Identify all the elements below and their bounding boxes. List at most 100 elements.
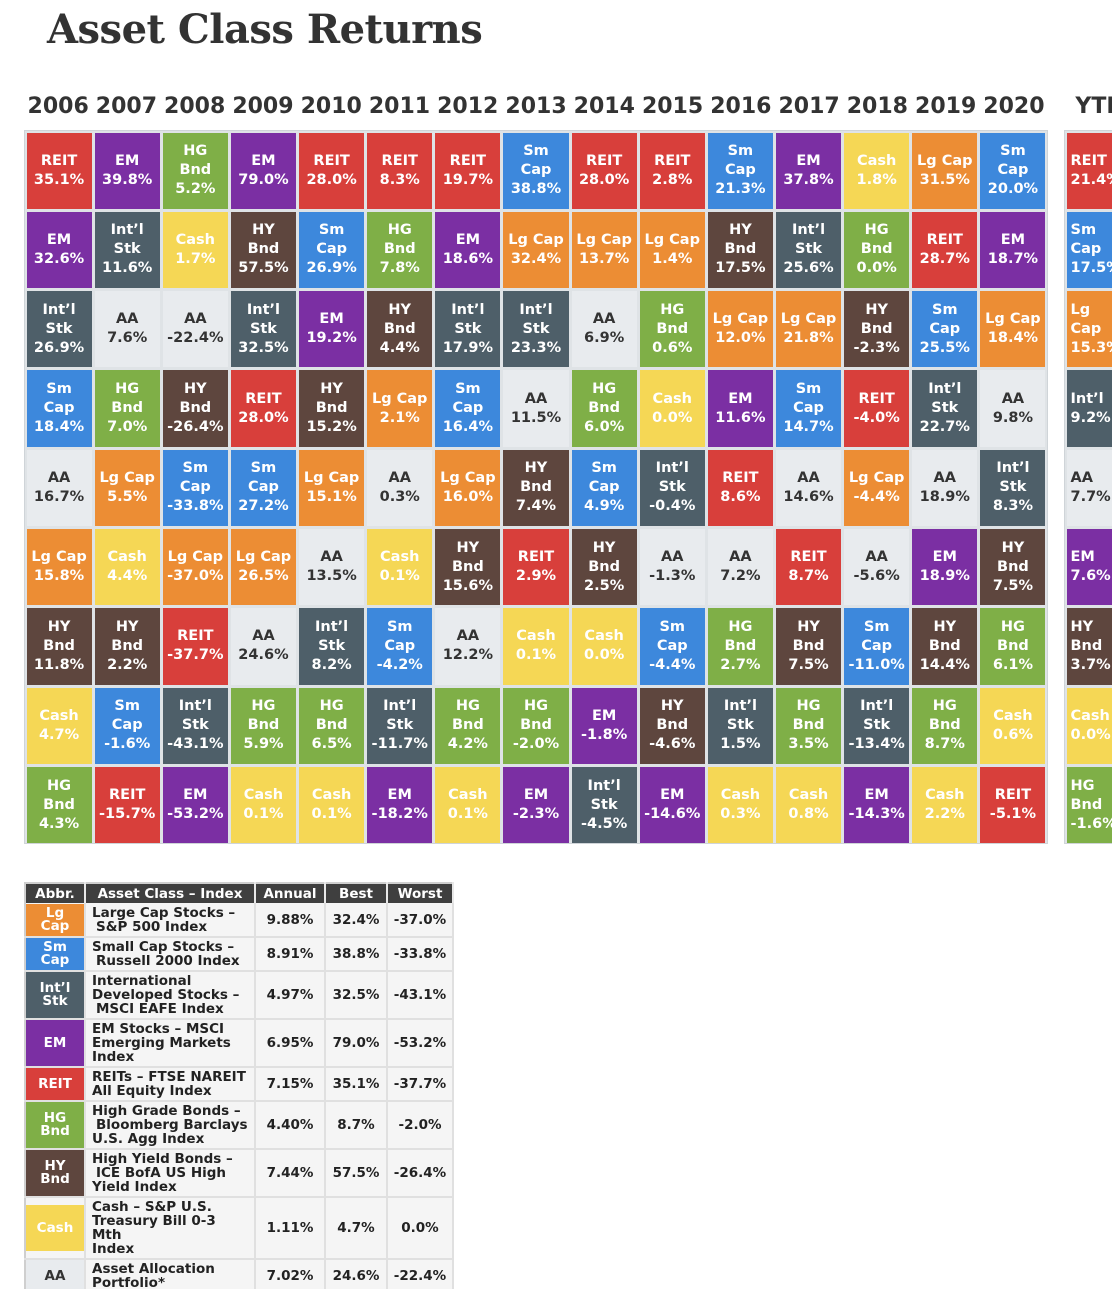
tile-2014-cash: Cash 0.0% [571, 608, 637, 685]
ytd-tile-value: 15.3% [1070, 339, 1112, 356]
tile-value: -4.6% [649, 736, 696, 753]
tile-label: HG [592, 381, 617, 398]
tile-label: AA [115, 311, 139, 328]
tile-label: EM [591, 707, 617, 724]
tile-value: 4.3% [38, 815, 80, 832]
tile-2012-hg-bnd: HG Bnd 4.2% [435, 687, 501, 764]
tile-2017-cash: Cash 0.8% [775, 766, 842, 844]
legend-row-cash: Cash Cash – S&P U.S. Treasury Bill 0-3 Mth… [25, 1197, 454, 1260]
legend-asset-class-text: Index [92, 1049, 135, 1065]
tile-label: Stk [454, 320, 482, 337]
tile-label: Cap [997, 162, 1029, 179]
tile-label: Stk [863, 717, 891, 734]
tile-label: Bnd [792, 637, 825, 654]
tile-2020-int-l-stk: Int’l Stk 8.3% [980, 449, 1046, 526]
tile-2007-cash: Cash 4.4% [94, 529, 160, 606]
legend-abbr-text: Bnd [40, 1123, 70, 1139]
tile-value: 0.0% [584, 647, 625, 664]
tile-label: Sm [250, 460, 277, 477]
tile-label: EM [455, 231, 481, 248]
tile-label: Cap [316, 241, 347, 258]
tile-value: 20.0% [987, 181, 1039, 198]
legend-annual-cell: 7.15% [255, 1067, 326, 1102]
tile-2019-sm-cap: Sm Cap 25.5% [912, 291, 978, 368]
tile-value: 8.7% [788, 568, 829, 585]
tile-value: 1.5% [720, 736, 761, 753]
legend-table: Abbr. Asset Class – Index Annual Best Wo… [24, 882, 454, 1289]
tile-value: 32.4% [510, 250, 562, 267]
legend-abbr-chip: HG Bnd [26, 1102, 84, 1148]
tile-2011-int-l-stk: Int’l Stk -11.7% [367, 687, 433, 764]
tile-value: 21.3% [715, 181, 766, 198]
tile-value: 25.5% [919, 339, 970, 356]
tile-2020-sm-cap: Sm Cap 20.0% [980, 132, 1046, 209]
tile-value: 7.0% [107, 419, 148, 436]
legend-asset-class-text: Yield Index [92, 1179, 177, 1195]
legend-abbr-text: Cap [40, 952, 70, 968]
legend-header-asset-class: Asset Class – Index [85, 883, 256, 903]
legend-asset-class-text: EM Stocks – MSCI [92, 1021, 225, 1037]
tile-2012-hy-bnd: HY Bnd 15.6% [435, 529, 501, 606]
tile-2013-int-l-stk: Int’l Stk 23.3% [503, 291, 569, 368]
tile-2010-sm-cap: Sm Cap 26.9% [299, 211, 365, 289]
tile-value: 16.7% [33, 488, 85, 505]
tile-2016-lg-cap: Lg Cap 12.0% [707, 291, 773, 368]
tile-label: Cash [788, 787, 829, 804]
tile-2010-hy-bnd: HY Bnd 15.2% [299, 370, 365, 447]
legend-abbr-text: Int’l [39, 980, 71, 996]
tile-value: 2.7% [720, 656, 761, 673]
legend-abbr-cell: Lg Cap [25, 903, 86, 938]
tile-value: 4.9% [584, 498, 625, 515]
tile-label: Lg Cap [31, 549, 87, 566]
tile-2019-hg-bnd: HG Bnd 8.7% [912, 687, 978, 764]
tile-label: REIT [722, 469, 759, 486]
legend-asset-class-text: Index [92, 1241, 135, 1257]
legend-header-best: Best [325, 883, 388, 903]
legend-asset-class-text: All Equity Index [92, 1083, 212, 1099]
tile-2014-hy-bnd: HY Bnd 2.5% [571, 529, 637, 606]
legend-asset-class-text: International [92, 973, 192, 989]
tile-label: Bnd [179, 162, 212, 179]
tile-value: 26.5% [238, 568, 289, 585]
tile-value: -4.2% [376, 656, 423, 673]
tile-label: AA [661, 549, 684, 566]
tile-label: Stk [249, 320, 277, 337]
legend-asset-class-cell: REITs – FTSE NAREIT All Equity Index [85, 1067, 256, 1102]
tile-value: 79.0% [238, 171, 289, 188]
legend-annual-cell: 9.88% [255, 903, 326, 938]
tile-value: 31.5% [919, 171, 970, 188]
tile-label: Bnd [315, 717, 348, 734]
tile-2007-em: EM 39.8% [94, 132, 160, 209]
tile-value: 7.5% [992, 577, 1034, 594]
tile-2015-int-l-stk: Int’l Stk -0.4% [639, 449, 705, 526]
year-label-2017: 2017 [778, 94, 840, 119]
tile-label: Int’l [860, 698, 894, 715]
tile-2006-lg-cap: Lg Cap 15.8% [26, 529, 92, 606]
tile-value: 0.1% [515, 647, 557, 664]
tile-label: Stk [113, 241, 141, 258]
tile-label: REIT [381, 152, 418, 169]
legend-abbr-chip: Lg Cap [26, 903, 84, 936]
tile-2012-cash: Cash 0.1% [435, 766, 501, 844]
tile-2019-em: EM 18.9% [912, 529, 978, 606]
tile-label: Stk [318, 637, 346, 654]
tile-label: Cash [448, 787, 488, 804]
tile-2018-lg-cap: Lg Cap -4.4% [844, 449, 910, 526]
tile-label: HY [524, 460, 548, 477]
tile-label: Cap [520, 162, 552, 179]
tile-label: Cash [380, 549, 420, 566]
tile-label: REIT [313, 152, 350, 169]
tile-label: HG [660, 301, 685, 318]
tile-label: HG [864, 222, 889, 239]
tile-value: -13.4% [848, 736, 905, 753]
legend-abbr-cell: REIT [25, 1067, 86, 1102]
tile-value: 0.0% [652, 409, 693, 426]
tile-label: Bnd [383, 320, 416, 337]
tile-value: 7.6% [107, 330, 148, 347]
tile-label: REIT [790, 549, 827, 566]
tile-label: Cash [516, 628, 556, 645]
tile-label: Sm [659, 618, 686, 635]
tile-value: 14.4% [919, 656, 970, 673]
tile-2012-lg-cap: Lg Cap 16.0% [435, 449, 501, 526]
tile-value: 28.0% [306, 171, 357, 188]
